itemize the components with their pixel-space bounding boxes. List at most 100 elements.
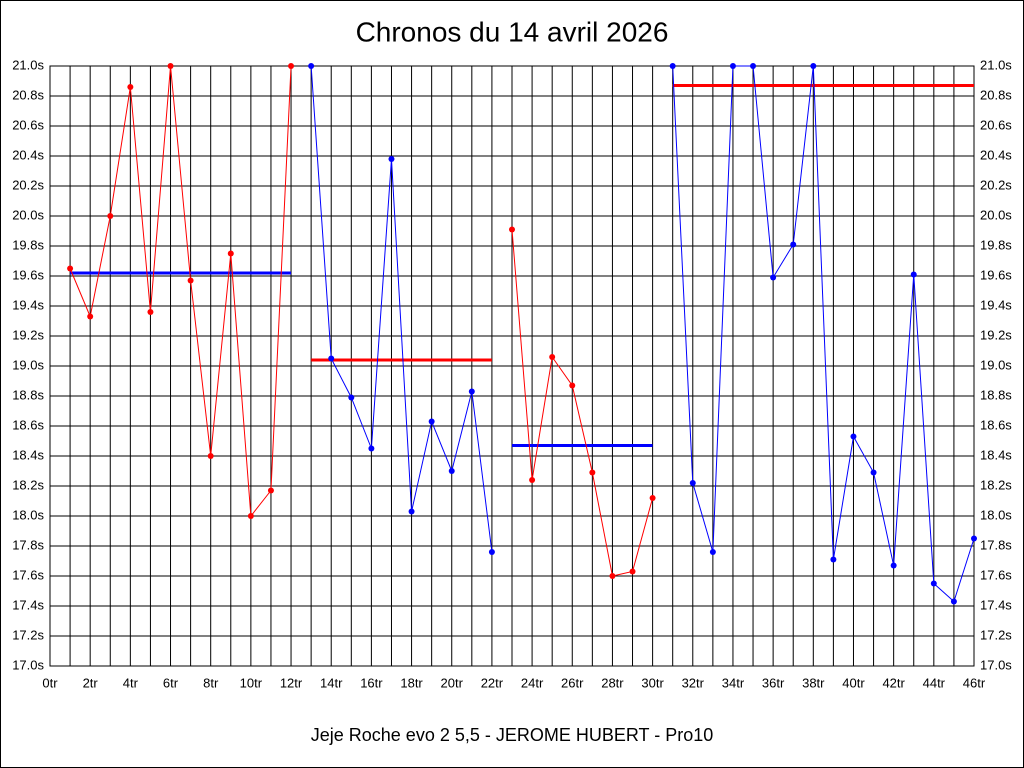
point xyxy=(107,213,114,219)
y-tick-label-right: 18.0s xyxy=(980,507,1012,522)
y-tick-label-right: 17.2s xyxy=(980,627,1012,642)
point xyxy=(689,480,696,486)
y-tick-label: 18.8s xyxy=(12,387,44,402)
point xyxy=(549,354,556,360)
point xyxy=(729,63,736,69)
point xyxy=(950,598,957,605)
x-tick-label: 40tr xyxy=(842,675,865,690)
y-tick-label-right: 18.6s xyxy=(980,417,1012,432)
chart-title: Chronos du 14 avril 2026 xyxy=(356,16,669,47)
point xyxy=(267,487,274,494)
y-tick-label: 21.0s xyxy=(12,57,44,72)
y-tick-label-right: 19.2s xyxy=(980,327,1012,342)
y-tick-label-right: 18.2s xyxy=(980,477,1012,492)
x-tick-label: 12tr xyxy=(280,675,303,690)
x-tick-label: 42tr xyxy=(882,675,905,690)
x-tick-label: 36tr xyxy=(762,675,785,690)
x-tick-label: 22tr xyxy=(481,675,504,690)
point xyxy=(509,226,515,233)
y-tick-label-right: 17.4s xyxy=(980,597,1012,612)
point xyxy=(770,274,777,281)
point xyxy=(609,573,616,579)
y-tick-label: 20.4s xyxy=(12,147,44,162)
series-line xyxy=(511,229,654,577)
y-tick-label: 19.8s xyxy=(12,237,44,252)
x-tick-label: 44tr xyxy=(923,675,946,690)
y-tick-label-right: 20.8s xyxy=(980,87,1012,102)
y-tick-label: 19.4s xyxy=(12,297,44,312)
x-tick-label: 28tr xyxy=(601,675,624,690)
point xyxy=(488,549,495,555)
series-line xyxy=(69,65,292,518)
point xyxy=(850,433,857,440)
x-tick-label: 46tr xyxy=(963,675,986,690)
y-tick-label-right: 20.6s xyxy=(980,117,1012,132)
y-tick-label: 20.8s xyxy=(12,87,44,102)
y-tick-label: 17.2s xyxy=(12,627,44,642)
y-tick-label-right: 18.4s xyxy=(980,447,1012,462)
x-tick-label: 26tr xyxy=(561,675,584,690)
x-tick-label: 20tr xyxy=(441,675,464,690)
point xyxy=(408,508,415,515)
y-tick-label: 19.0s xyxy=(12,357,44,372)
y-tick-label: 18.2s xyxy=(12,477,44,492)
point xyxy=(529,477,536,483)
point xyxy=(569,382,576,389)
point xyxy=(308,63,315,69)
y-tick-label: 20.0s xyxy=(12,207,44,222)
y-tick-label-right: 19.4s xyxy=(980,297,1012,312)
series-line xyxy=(672,65,975,603)
point xyxy=(187,277,194,284)
point xyxy=(890,562,897,569)
y-tick-label: 17.4s xyxy=(12,597,44,612)
x-tick-label: 30tr xyxy=(641,675,664,690)
y-tick-label: 20.2s xyxy=(12,177,44,192)
point xyxy=(428,418,435,425)
point xyxy=(147,309,154,315)
chart-subtitle: Jeje Roche evo 2 5,5 - JEROME HUBERT - P… xyxy=(311,725,714,745)
y-tick-label-right: 19.0s xyxy=(980,357,1012,372)
y-tick-label-right: 20.4s xyxy=(980,147,1012,162)
x-tick-label: 14tr xyxy=(320,675,343,690)
x-tick-label: 10tr xyxy=(240,675,263,690)
point xyxy=(368,445,375,452)
point xyxy=(790,241,797,248)
point xyxy=(669,63,676,69)
y-tick-label-right: 20.0s xyxy=(980,207,1012,222)
y-tick-label: 17.6s xyxy=(12,567,44,582)
x-tick-label: 6tr xyxy=(163,675,179,690)
y-tick-label-right: 20.2s xyxy=(980,177,1012,192)
point xyxy=(870,469,877,476)
point xyxy=(810,63,817,69)
point xyxy=(629,568,636,575)
y-tick-label: 18.4s xyxy=(12,447,44,462)
y-tick-label: 20.6s xyxy=(12,117,44,132)
x-tick-label: 2tr xyxy=(83,675,99,690)
y-tick-label-right: 19.8s xyxy=(980,237,1012,252)
y-tick-label-right: 17.6s xyxy=(980,567,1012,582)
point xyxy=(750,63,757,69)
point xyxy=(67,265,74,272)
point xyxy=(649,495,656,501)
point xyxy=(971,535,977,542)
y-tick-label-right: 17.0s xyxy=(980,657,1012,672)
y-tick-label: 18.6s xyxy=(12,417,44,432)
point xyxy=(930,580,937,587)
series-line xyxy=(310,65,493,553)
point xyxy=(388,156,395,162)
x-tick-label: 32tr xyxy=(682,675,705,690)
plot-border xyxy=(49,65,975,667)
x-tick-label: 0tr xyxy=(42,675,58,690)
point xyxy=(247,513,254,519)
point xyxy=(207,453,214,459)
y-tick-label-right: 19.6s xyxy=(980,267,1012,282)
y-tick-label-right: 18.8s xyxy=(980,387,1012,402)
point xyxy=(910,271,917,278)
point xyxy=(830,556,837,563)
point xyxy=(348,394,355,401)
x-tick-label: 38tr xyxy=(802,675,825,690)
y-tick-label-right: 21.0s xyxy=(980,57,1012,72)
point xyxy=(468,388,475,395)
